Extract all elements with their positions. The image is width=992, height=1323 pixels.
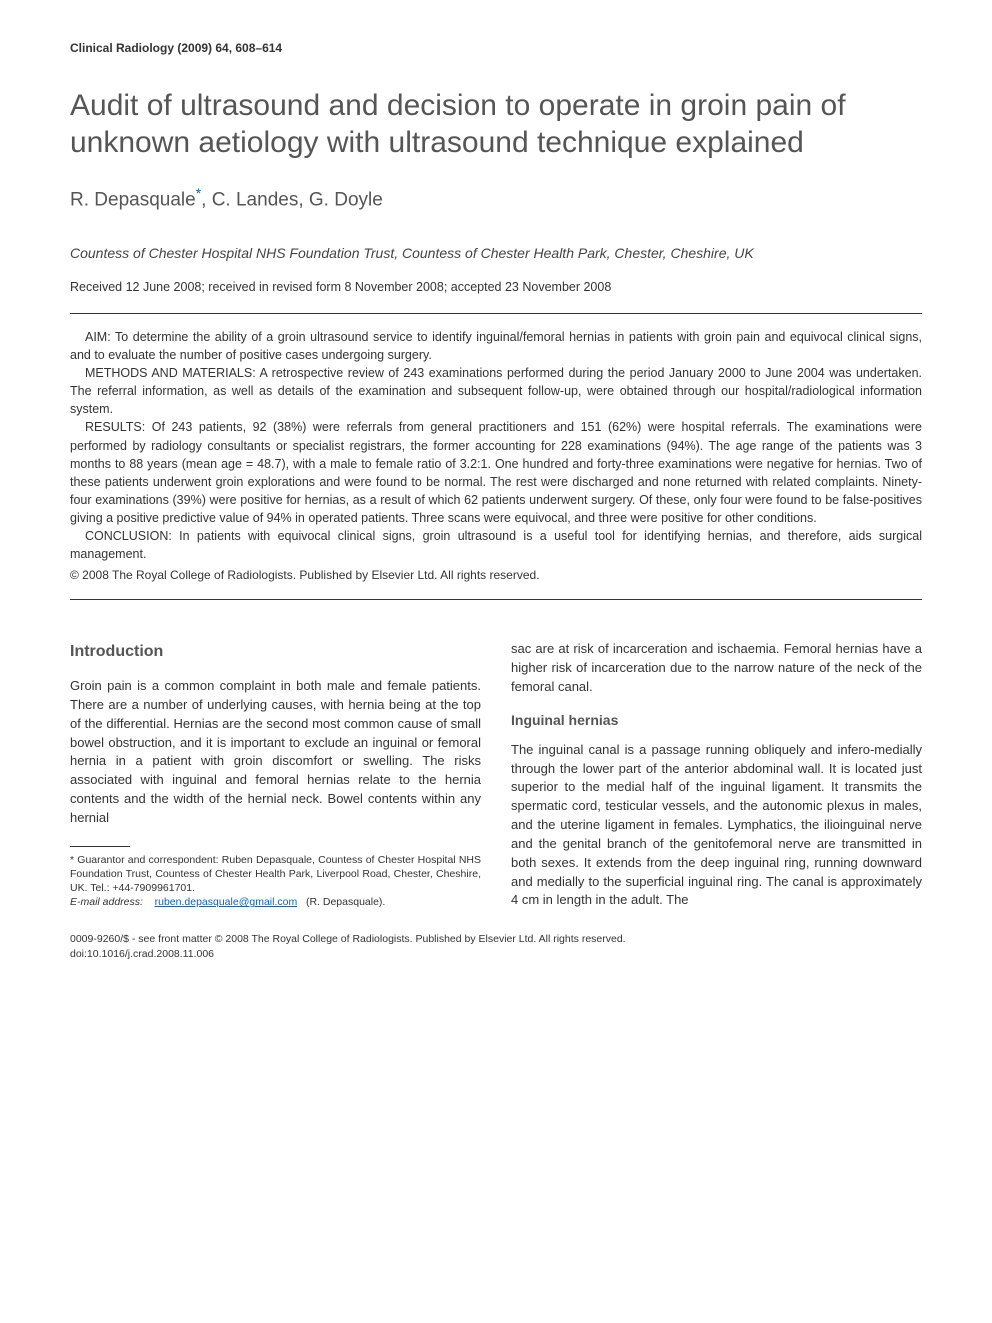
- footnote-separator: [70, 846, 130, 847]
- introduction-para-1-continued: sac are at risk of incarceration and isc…: [511, 640, 922, 697]
- abstract-top-rule: [70, 313, 922, 314]
- author-1: R. Depasquale: [70, 189, 196, 210]
- inguinal-para: The inguinal canal is a passage running …: [511, 741, 922, 911]
- footnote-guarantor-text: * Guarantor and correspondent: Ruben Dep…: [70, 854, 481, 894]
- abstract-bottom-rule: [70, 599, 922, 600]
- abstract-results: RESULTS: Of 243 patients, 92 (38%) were …: [70, 418, 922, 527]
- left-column: Introduction Groin pain is a common comp…: [70, 640, 481, 910]
- corresponding-email-link[interactable]: ruben.depasquale@gmail.com: [155, 896, 298, 908]
- abstract-aim: AIM: To determine the ability of a groin…: [70, 328, 922, 364]
- author-rest: , C. Landes, G. Doyle: [201, 189, 383, 210]
- inguinal-heading: Inguinal hernias: [511, 710, 922, 730]
- abstract-conclusion: CONCLUSION: In patients with equivocal c…: [70, 527, 922, 563]
- abstract-methods: METHODS AND MATERIALS: A retrospective r…: [70, 364, 922, 418]
- journal-header: Clinical Radiology (2009) 64, 608–614: [70, 40, 922, 57]
- footer-line-1: 0009-9260/$ - see front matter © 2008 Th…: [70, 932, 922, 947]
- right-column: sac are at risk of incarceration and isc…: [511, 640, 922, 910]
- affiliation: Countess of Chester Hospital NHS Foundat…: [70, 244, 922, 264]
- email-label: E-mail address:: [70, 896, 143, 908]
- article-title: Audit of ultrasound and decision to oper…: [70, 87, 922, 162]
- email-suffix: (R. Depasquale).: [306, 896, 385, 908]
- page-footer: 0009-9260/$ - see front matter © 2008 Th…: [70, 932, 922, 961]
- corresponding-footnote: * Guarantor and correspondent: Ruben Dep…: [70, 853, 481, 896]
- introduction-heading: Introduction: [70, 640, 481, 663]
- corresponding-email-line: E-mail address: ruben.depasquale@gmail.c…: [70, 895, 481, 909]
- abstract-block: AIM: To determine the ability of a groin…: [70, 322, 922, 591]
- body-columns: Introduction Groin pain is a common comp…: [70, 640, 922, 910]
- authors-line: R. Depasquale*, C. Landes, G. Doyle: [70, 184, 922, 214]
- abstract-copyright: © 2008 The Royal College of Radiologists…: [70, 567, 922, 584]
- footer-line-2: doi:10.1016/j.crad.2008.11.006: [70, 947, 922, 962]
- article-dates: Received 12 June 2008; received in revis…: [70, 279, 922, 297]
- introduction-para-1: Groin pain is a common complaint in both…: [70, 677, 481, 828]
